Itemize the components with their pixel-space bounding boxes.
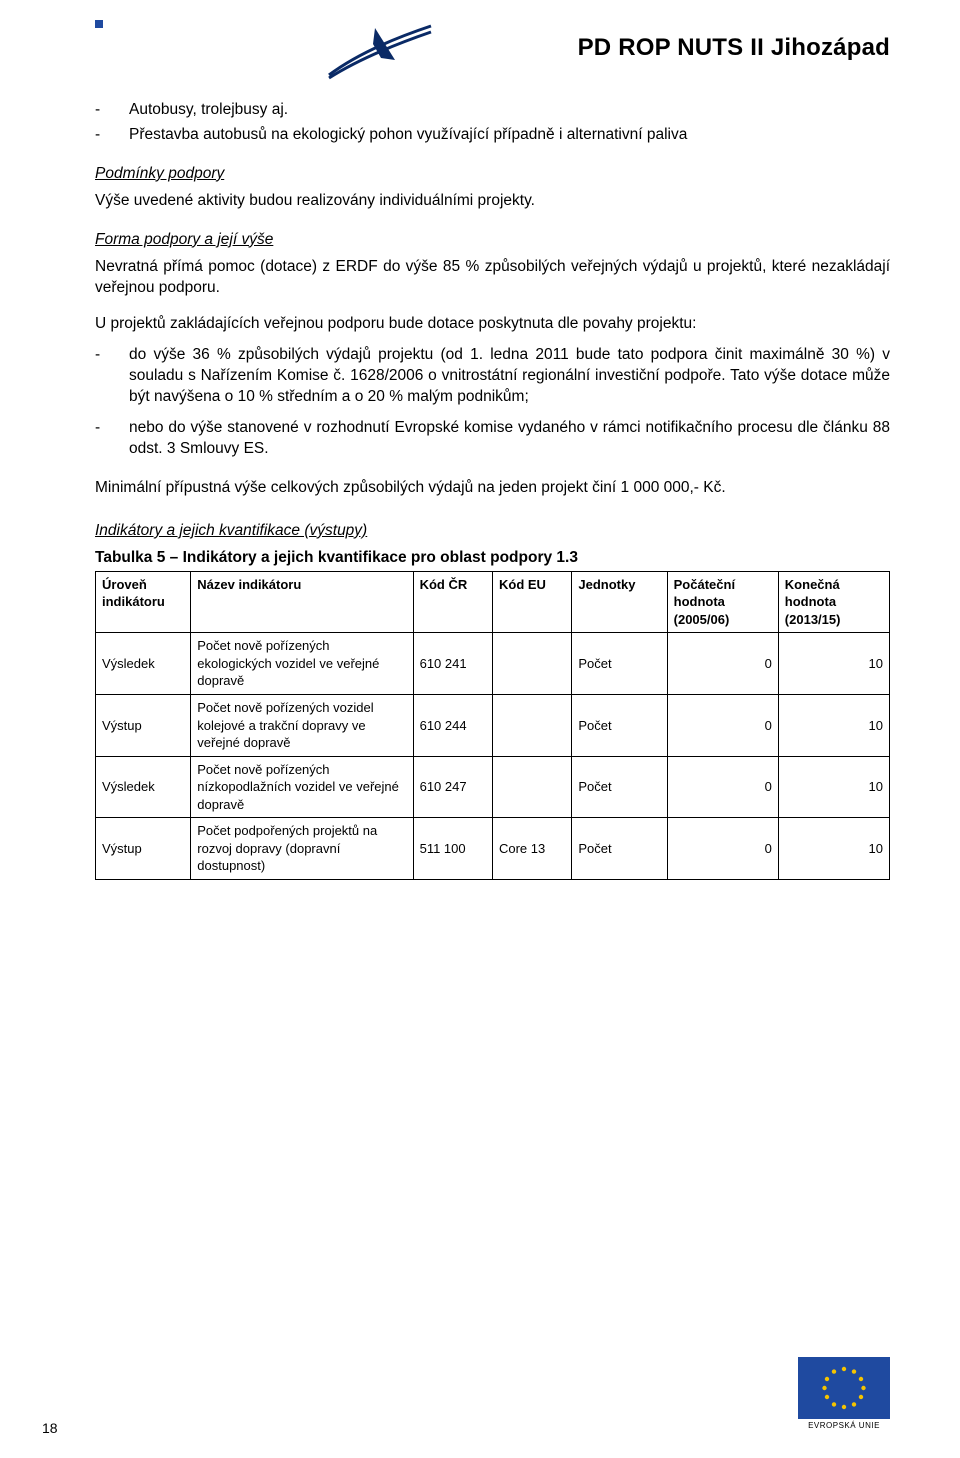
page-number: 18 (42, 1420, 58, 1436)
body-content: - Autobusy, trolejbusy aj. - Přestavba a… (95, 100, 890, 880)
col-uroven: Úroveň indikátoru (96, 571, 191, 633)
cell: 0 (667, 756, 778, 818)
list-item: - do výše 36 % způsobilých výdajů projek… (95, 345, 890, 408)
indicators-table: Úroveň indikátoru Název indikátoru Kód Č… (95, 571, 890, 880)
paragraph: U projektů zakládajících veřejnou podpor… (95, 314, 890, 335)
cell (492, 756, 571, 818)
bullet-text: Autobusy, trolejbusy aj. (129, 100, 890, 121)
header: PD ROP NUTS II Jihozápad (95, 20, 890, 92)
bullet-dash: - (95, 345, 129, 408)
paragraph: Minimální přípustná výše celkových způso… (95, 478, 890, 499)
bullet-text: nebo do výše stanovené v rozhodnutí Evro… (129, 418, 890, 460)
table-caption: Tabulka 5 – Indikátory a jejich kvantifi… (95, 548, 890, 569)
cell (492, 633, 571, 695)
bullet-dash: - (95, 418, 129, 460)
cell: 10 (778, 695, 889, 757)
table-row: Výstup Počet nově pořízených vozidel kol… (96, 695, 890, 757)
bullet-text: Přestavba autobusů na ekologický pohon v… (129, 125, 890, 146)
cell: 610 244 (413, 695, 492, 757)
corner-accent (95, 20, 103, 28)
list-item: - Přestavba autobusů na ekologický pohon… (95, 125, 890, 146)
bullet-dash: - (95, 125, 129, 146)
cell: Počet (572, 695, 667, 757)
cell: Výsledek (96, 756, 191, 818)
eu-flag-label: EVROPSKÁ UNIE (798, 1421, 890, 1430)
eu-flag: EVROPSKÁ UNIE (798, 1357, 890, 1430)
section-heading-forma: Forma podpory a její výše (95, 230, 890, 251)
cell: Počet podpořených projektů na rozvoj dop… (191, 818, 413, 880)
list-item: - nebo do výše stanovené v rozhodnutí Ev… (95, 418, 890, 460)
cell: Výstup (96, 695, 191, 757)
cell: Počet nově pořízených ekologických vozid… (191, 633, 413, 695)
cell: 10 (778, 633, 889, 695)
header-title: PD ROP NUTS II Jihozápad (578, 34, 890, 62)
cell: 610 247 (413, 756, 492, 818)
program-logo (325, 20, 435, 82)
cell: Výstup (96, 818, 191, 880)
cell: 0 (667, 695, 778, 757)
cell: 10 (778, 756, 889, 818)
cell: 511 100 (413, 818, 492, 880)
cell: Počet nově pořízených nízkopodlažních vo… (191, 756, 413, 818)
cell: Počet (572, 818, 667, 880)
cell: Výsledek (96, 633, 191, 695)
cell: Počet (572, 633, 667, 695)
list-item: - Autobusy, trolejbusy aj. (95, 100, 890, 121)
table-header-row: Úroveň indikátoru Název indikátoru Kód Č… (96, 571, 890, 633)
col-nazev: Název indikátoru (191, 571, 413, 633)
cell: Počet nově pořízených vozidel kolejové a… (191, 695, 413, 757)
col-kon: Konečná hodnota (2013/15) (778, 571, 889, 633)
bullet-dash: - (95, 100, 129, 121)
col-jednotky: Jednotky (572, 571, 667, 633)
col-kodcr: Kód ČR (413, 571, 492, 633)
table-body: Výsledek Počet nově pořízených ekologick… (96, 633, 890, 880)
cell: 0 (667, 633, 778, 695)
cell (492, 695, 571, 757)
cell: 10 (778, 818, 889, 880)
paragraph: Výše uvedené aktivity budou realizovány … (95, 191, 890, 212)
cell: 0 (667, 818, 778, 880)
paragraph: Nevratná přímá pomoc (dotace) z ERDF do … (95, 257, 890, 299)
cell: Počet (572, 756, 667, 818)
section-heading-indikatory: Indikátory a jejich kvantifikace (výstup… (95, 521, 890, 542)
cell: 610 241 (413, 633, 492, 695)
col-kodeu: Kód EU (492, 571, 571, 633)
table-row: Výsledek Počet nově pořízených nízkopodl… (96, 756, 890, 818)
section-heading-podminky: Podmínky podpory (95, 164, 890, 185)
cell: Core 13 (492, 818, 571, 880)
bullet-text: do výše 36 % způsobilých výdajů projektu… (129, 345, 890, 408)
col-poc: Počáteční hodnota (2005/06) (667, 571, 778, 633)
table-row: Výstup Počet podpořených projektů na roz… (96, 818, 890, 880)
table-row: Výsledek Počet nově pořízených ekologick… (96, 633, 890, 695)
